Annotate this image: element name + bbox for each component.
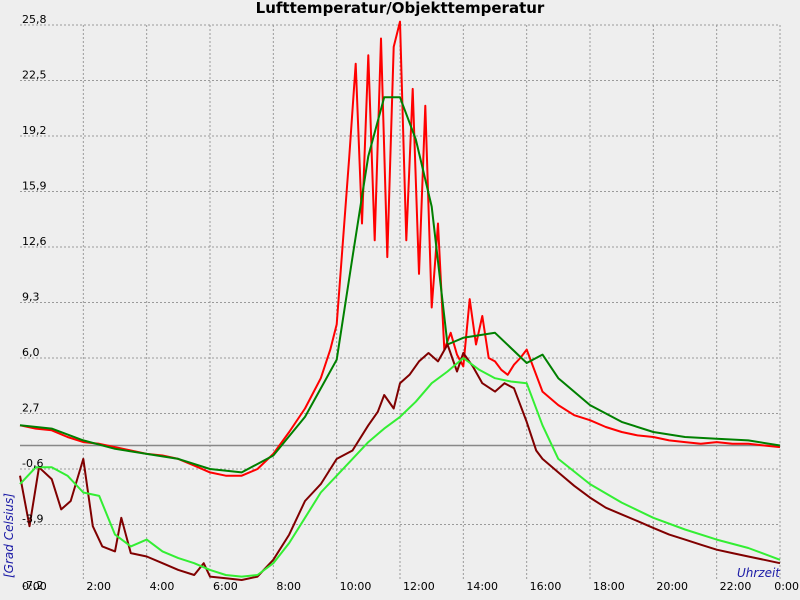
y-tick-label: 15,9 [22,180,47,193]
x-tick-label: 8:00 [276,580,301,593]
series-line-3 [19,343,781,581]
y-tick-label: 12,6 [22,235,47,248]
y-tick-labels: -7,2 -3,9 -0,6 2,7 6,0 9,3 12,6 15,9 19,2 22,5 25,… [22,13,47,592]
y-tick-label: 2,7 [22,402,40,415]
x-tick-label: 22:00 [720,580,752,593]
x-tick-label: 2:00 [86,580,111,593]
x-tick-label: 6:00 [213,580,238,593]
series-line-4 [19,357,781,578]
x-tick-label: 16:00 [530,580,562,593]
series-lines [19,20,781,581]
y-axis-label: [Grad Celsius] [2,493,16,578]
series-line-2 [19,96,781,474]
y-tick-label: -3,9 [22,513,43,526]
x-tick-label: 0:00 [22,580,47,593]
y-tick-label: -0,6 [22,457,43,470]
x-tick-label: 10:00 [340,580,372,593]
y-tick-label: 25,8 [22,13,47,26]
x-tick-label: 0:00 [774,580,799,593]
grid-lines [20,24,781,580]
y-tick-label: 9,3 [22,291,40,304]
x-tick-label: 14:00 [466,580,498,593]
x-tick-label: 12:00 [403,580,435,593]
y-tick-label: 6,0 [22,346,40,359]
chart-title: Lufttemperatur/Objekttemperatur [256,0,545,17]
y-tick-label: -7,2 [22,579,43,592]
y-tick-label: 22,5 [22,69,47,82]
x-tick-label: 18:00 [593,580,625,593]
y-tick-label: 19,2 [22,124,47,137]
x-tick-label: 4:00 [150,580,175,593]
x-tick-labels: 0:00 2:00 4:00 6:00 8:00 10:00 12:00 14:00 16:00… [22,580,799,593]
x-tick-label: 20:00 [656,580,688,593]
series-line-1 [19,20,781,477]
x-axis-label: Uhrzeit [737,566,781,580]
